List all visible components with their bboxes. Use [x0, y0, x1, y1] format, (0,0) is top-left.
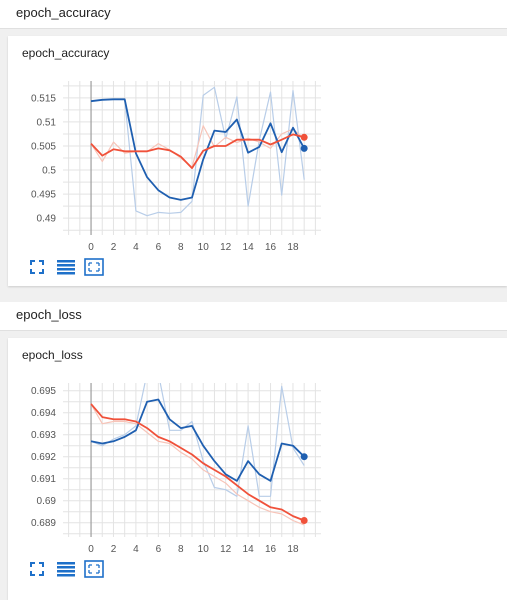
series-line-red-smoothed	[90, 403, 305, 522]
y-tick-label: 0.49	[37, 214, 57, 225]
y-tick-label: 0.51	[37, 117, 57, 128]
x-tick-label: 8	[178, 544, 184, 555]
x-tick-label: 12	[220, 544, 232, 555]
fullscreen-icon[interactable]	[28, 560, 48, 578]
y-tick-label: 0.694	[31, 408, 56, 419]
series-end-marker	[300, 133, 308, 141]
series-end-marker	[300, 517, 308, 524]
x-tick-label: 2	[111, 544, 117, 555]
section-header-loss[interactable]: epoch_loss	[0, 302, 507, 331]
x-tick-label: 14	[243, 544, 255, 555]
x-tick-label: 2	[111, 242, 117, 253]
x-tick-label: 4	[133, 242, 139, 253]
loss-chart: 0.695 0.694 0.693 0.692 0.691 0.69 0.689 0 2 4 6 8 1…	[31, 383, 321, 555]
y-tick-label: 0.495	[31, 190, 56, 201]
x-tick-label: 18	[287, 544, 299, 555]
y-tick-label: 0.69	[37, 496, 57, 507]
accuracy-chart: 0.515 0.51 0.505 0.5 0.495 0.49 0 2 4 6 8 10 12 14 16 1…	[31, 81, 321, 253]
section-title: epoch_loss	[16, 307, 82, 322]
x-tick-label: 0	[88, 544, 94, 555]
y-tick-label: 0.695	[31, 386, 56, 397]
x-tick-label: 18	[287, 242, 299, 253]
chart-card-title: epoch_accuracy	[22, 46, 110, 60]
x-tick-label: 10	[198, 544, 210, 555]
y-tick-label: 0.689	[31, 518, 56, 529]
fullscreen-icon[interactable]	[28, 258, 48, 276]
chart-card-title: epoch_loss	[22, 348, 83, 362]
y-tick-label: 0.691	[31, 474, 56, 485]
y-tick-label: 0.515	[31, 93, 56, 104]
y-tick-label: 0.692	[31, 452, 56, 463]
y-tick-label: 0.693	[31, 430, 56, 441]
y-tick-label: 0.505	[31, 141, 56, 152]
series-line-red-smoothed	[90, 133, 305, 170]
fit-domain-icon[interactable]	[84, 258, 104, 276]
x-tick-label: 14	[243, 242, 255, 253]
section-title: epoch_accuracy	[16, 5, 111, 20]
x-tick-label: 16	[265, 242, 277, 253]
series-end-marker	[300, 453, 308, 461]
series-line-blue-smoothed	[90, 398, 305, 482]
x-tick-label: 12	[220, 242, 232, 253]
x-tick-label: 6	[156, 544, 162, 555]
series-line-blue-smoothed	[90, 98, 305, 201]
data-table-icon[interactable]	[56, 560, 76, 578]
x-tick-label: 8	[178, 242, 184, 253]
series-line-red-raw	[90, 403, 305, 526]
series-line-red-raw	[90, 125, 305, 168]
x-tick-label: 6	[156, 242, 162, 253]
x-tick-label: 10	[198, 242, 210, 253]
section-header-accuracy[interactable]: epoch_accuracy	[0, 0, 507, 29]
data-table-icon[interactable]	[56, 258, 76, 276]
series-end-marker	[300, 144, 308, 152]
fit-domain-icon[interactable]	[84, 560, 104, 578]
chart-card-loss: epoch_loss 0.695 0.694 0.693 0.692 0.691 0.69…	[8, 338, 507, 600]
x-tick-label: 4	[133, 544, 139, 555]
chart-card-accuracy: epoch_accuracy 0.515 0.51 0.505 0.5 0.495 0.4…	[8, 36, 507, 286]
series-line-blue-raw	[90, 383, 305, 497]
y-tick-label: 0.5	[42, 166, 56, 177]
x-tick-label: 0	[88, 242, 94, 253]
x-tick-label: 16	[265, 544, 277, 555]
